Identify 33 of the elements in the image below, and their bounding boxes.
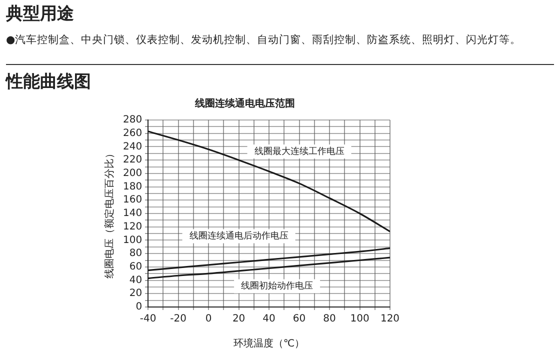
y-tick-label: 20 [129,288,142,300]
y-axis-title: 线圈电压（额定电压百分比） [104,148,116,278]
x-tick-label: 0 [205,314,212,325]
x-tick-label: 20 [232,314,246,325]
y-tick-label: 0 [136,302,142,313]
y-tick-label: 280 [122,114,142,126]
series-label: 线圈最大连续工作电压 [254,146,344,157]
y-tick-label: 100 [122,234,142,246]
y-tick-label: 180 [122,181,142,192]
x-tick-label: -20 [170,314,186,325]
x-tick-label: 120 [380,314,400,325]
x-tick-label: -40 [140,314,156,325]
series-label: 线圈初始动作电压 [241,280,314,292]
y-tick-label: 120 [122,221,142,232]
x-tick-label: 80 [323,314,336,325]
y-tick-label: 60 [129,262,142,273]
text: ●汽车控制盒、中央门锁、仪表控制、发动机控制、自动门窗、雨刮控制、防盗系统、照明灯、闪光灯等。 [6,33,522,47]
series-label: 线圈连续通电后动作电压 [189,230,288,242]
y-tick-label: 240 [122,141,142,152]
chart-title: 线圈连续通电电压范围 [194,98,295,110]
y-tick-label: 80 [129,248,142,260]
x-tick-label: 100 [350,314,370,325]
y-tick-label: 200 [122,168,142,180]
x-tick-label: 40 [262,314,276,325]
text: 典型用途 [6,3,74,25]
text: 性能曲线图 [6,71,91,93]
y-tick-label: 160 [122,194,142,206]
y-tick-label: 40 [129,274,142,286]
y-tick-label: 220 [122,154,142,166]
x-tick-label: 60 [292,314,306,325]
x-axis-title: 环境温度（℃） [233,338,305,350]
y-tick-label: 140 [122,208,142,220]
y-tick-label: 260 [122,128,142,139]
